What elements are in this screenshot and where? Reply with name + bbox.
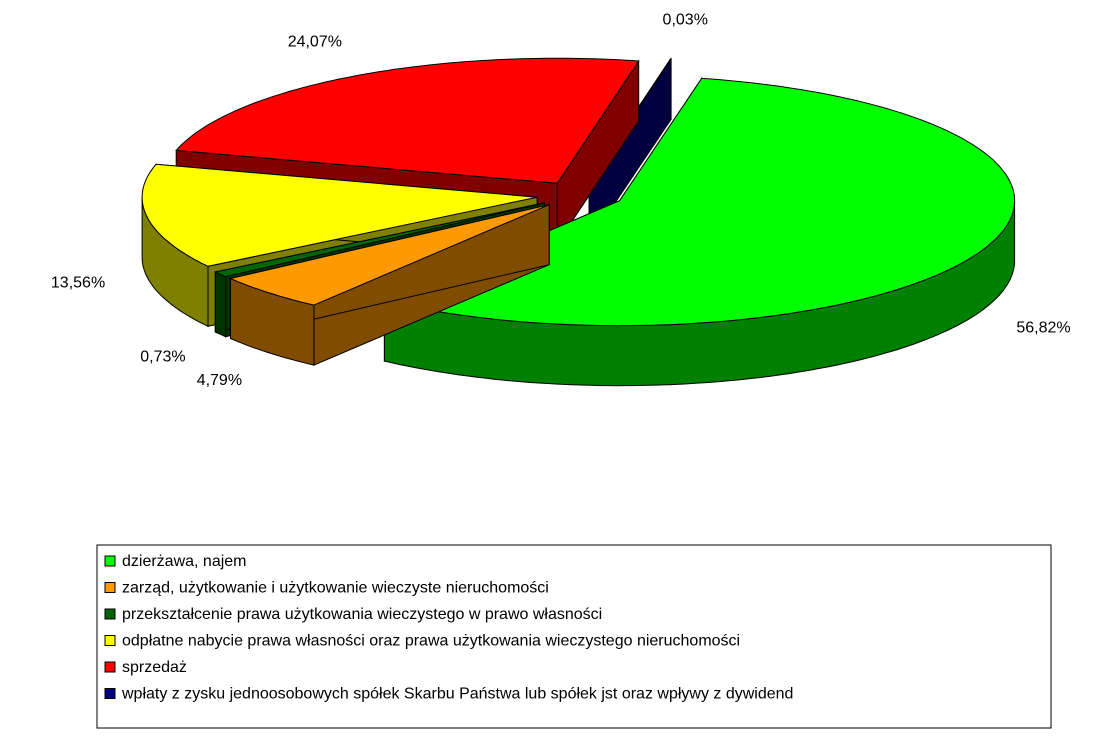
legend-label: odpłatne nabycie prawa własności oraz pr… bbox=[122, 633, 740, 650]
legend-label: sprzedaż bbox=[122, 659, 187, 676]
legend-label: dzierżawa, najem bbox=[122, 553, 247, 570]
labels: 0,03% 24,07% 13,56% 56,82% 0,73% 4,79% bbox=[51, 11, 1071, 389]
legend-swatch bbox=[104, 688, 116, 699]
legend-swatch bbox=[104, 661, 116, 673]
legend-label: zarząd, użytkowanie i użytkowanie wieczy… bbox=[122, 580, 549, 597]
slice-top bbox=[228, 204, 550, 306]
data-label: 0,73% bbox=[140, 348, 185, 365]
data-label: 0,03% bbox=[663, 11, 708, 28]
pie bbox=[141, 57, 1016, 387]
legend: dzierżawa, najem zarząd, użytkowanie i uż… bbox=[104, 553, 793, 703]
slice-top bbox=[175, 57, 640, 184]
legend-swatch bbox=[104, 635, 116, 646]
legend-swatch bbox=[104, 555, 116, 567]
legend-swatch bbox=[104, 582, 116, 593]
data-label: 24,07% bbox=[288, 34, 342, 51]
legend-label: przekształcenie prawa użytkowania wieczy… bbox=[122, 606, 602, 623]
slice-top bbox=[141, 163, 538, 267]
slice-top bbox=[213, 202, 545, 278]
legend-swatch bbox=[104, 608, 116, 620]
data-label: 13,56% bbox=[51, 275, 105, 292]
slice-wall bbox=[214, 271, 227, 338]
legend-label: wpłaty z zysku jednoosobowych spółek Ska… bbox=[121, 686, 793, 703]
data-label: 4,79% bbox=[197, 372, 242, 389]
data-label: 56,82% bbox=[1016, 320, 1070, 337]
legend-box bbox=[96, 544, 1052, 729]
